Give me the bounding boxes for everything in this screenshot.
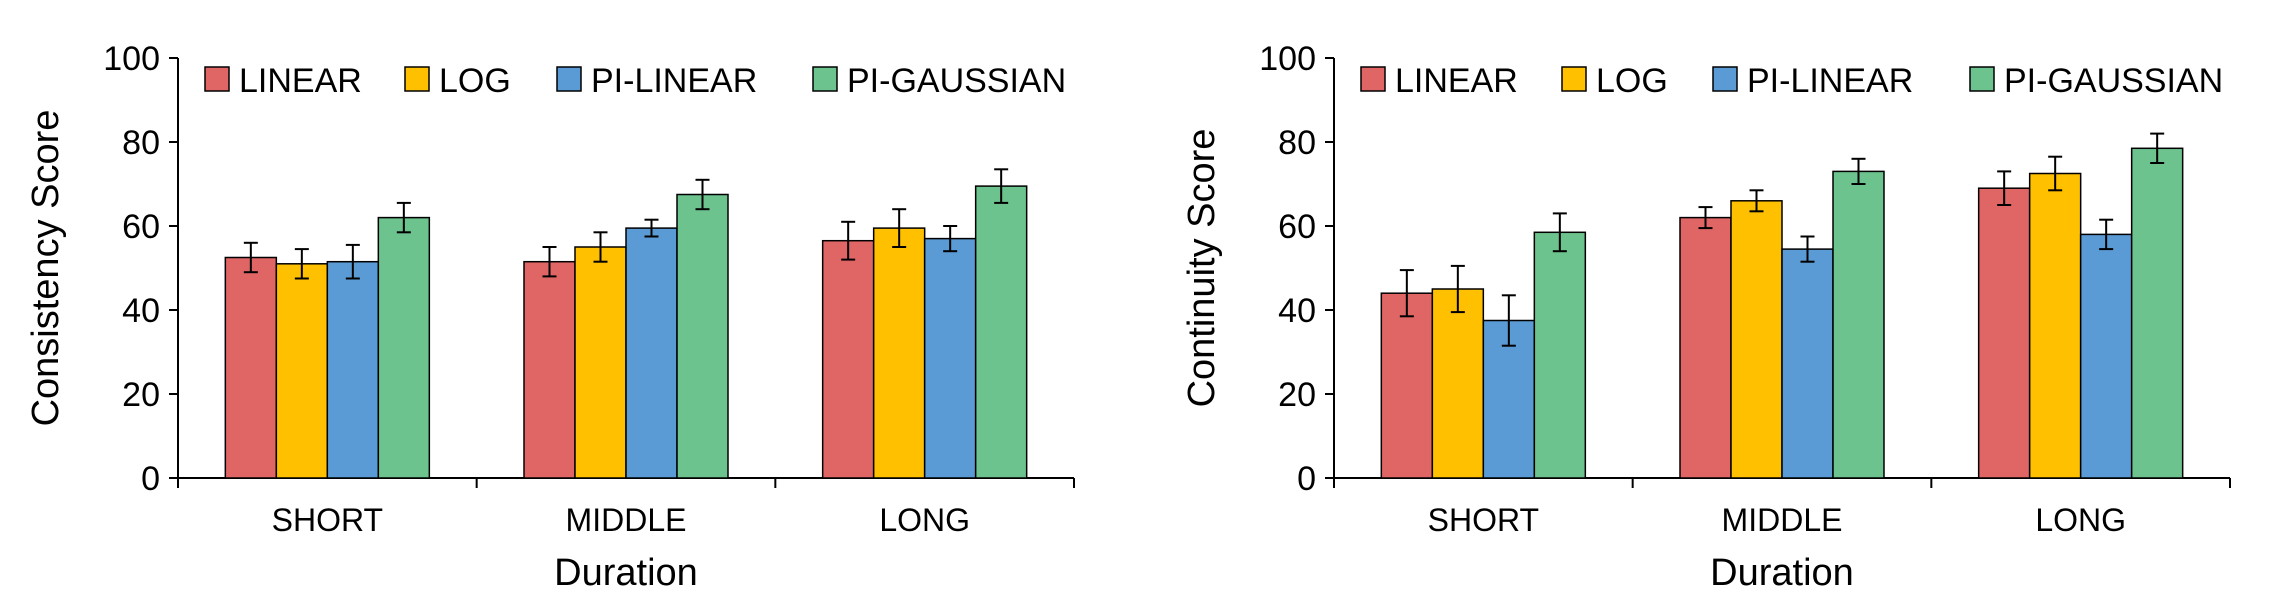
y-tick-label: 80 (122, 124, 160, 162)
legend-label: PI-LINEAR (1747, 62, 1913, 100)
bar-linear-short (1380, 292, 1434, 479)
chart-1: 0 20 40 60 80 100 Consistency Score SHORT MIDDLE… (25, 40, 1075, 594)
bar-pi-linear-long (923, 237, 977, 479)
bar-log-short (275, 263, 329, 479)
legend-label: PI-GAUSSIAN (847, 62, 1066, 100)
y-tick-label: 40 (1278, 292, 1316, 330)
bar-log-short (1431, 288, 1485, 479)
bar-pi-linear-middle (1781, 248, 1834, 479)
y-tick-label: 100 (103, 40, 160, 78)
bar-linear-middle (1679, 216, 1732, 479)
bar-pi-gaussian-middle (1832, 170, 1885, 479)
bar-linear-long (1977, 187, 2031, 479)
x-axis-title: Duration (554, 552, 698, 594)
bar-pi-linear-short (1482, 319, 1536, 479)
bar-pi-gaussian-long (974, 185, 1028, 479)
x-tick-label: MIDDLE (566, 502, 687, 538)
bar-log-middle (1730, 200, 1783, 479)
x-tick-label: LONG (2035, 502, 2126, 538)
x-axis-title: Duration (1710, 552, 1854, 594)
legend-swatch-pi-gaussian (812, 66, 838, 92)
legend-label: LINEAR (239, 62, 362, 100)
y-axis-title: Consistency Score (25, 110, 67, 427)
x-tick-label: SHORT (1428, 502, 1539, 538)
bar-pi-linear-long (2079, 233, 2133, 479)
bar-linear-middle (523, 260, 576, 479)
y-tick-label: 0 (1297, 460, 1316, 498)
legend-swatch-linear (204, 66, 230, 92)
bar-pi-gaussian-short (1533, 231, 1587, 479)
y-tick-label: 80 (1278, 124, 1316, 162)
y-tick-label: 20 (122, 376, 160, 414)
bar-pi-gaussian-short (377, 216, 431, 479)
y-tick-label: 60 (122, 208, 160, 246)
y-tick-label: 0 (141, 460, 160, 498)
y-tick-label: 60 (1278, 208, 1316, 246)
x-tick-label: LONG (879, 502, 970, 538)
bar-log-middle (574, 246, 627, 479)
y-tick-label: 20 (1278, 376, 1316, 414)
chart-2: 0 20 40 60 80 100 Continuity Score SHORT MIDDLE L… (1181, 40, 2231, 594)
legend-swatch-log (404, 66, 430, 92)
legend-swatch-log (1561, 66, 1587, 92)
y-axis-title: Continuity Score (1181, 129, 1223, 408)
bar-pi-linear-middle (625, 227, 678, 479)
bar-log-long (2028, 172, 2082, 479)
legend-swatch-linear (1360, 66, 1386, 92)
legend-label: LOG (439, 62, 511, 100)
x-tick-label: SHORT (272, 502, 383, 538)
bar-pi-linear-short (326, 260, 380, 479)
legend-label: PI-LINEAR (591, 62, 757, 100)
legend-label: LINEAR (1395, 62, 1518, 100)
y-tick-label: 100 (1259, 40, 1316, 78)
bar-pi-gaussian-middle (676, 193, 729, 479)
legend-swatch-pi-linear (556, 66, 582, 92)
bar-log-long (872, 227, 926, 479)
bar-pi-gaussian-long (2130, 147, 2184, 479)
legend-label: LOG (1596, 62, 1668, 100)
legend-label: PI-GAUSSIAN (2004, 62, 2223, 100)
bar-linear-long (821, 239, 875, 479)
legend-swatch-pi-gaussian (1969, 66, 1995, 92)
x-tick-label: MIDDLE (1722, 502, 1843, 538)
bar-linear-short (224, 256, 278, 479)
y-tick-label: 40 (122, 292, 160, 330)
legend-swatch-pi-linear (1712, 66, 1738, 92)
